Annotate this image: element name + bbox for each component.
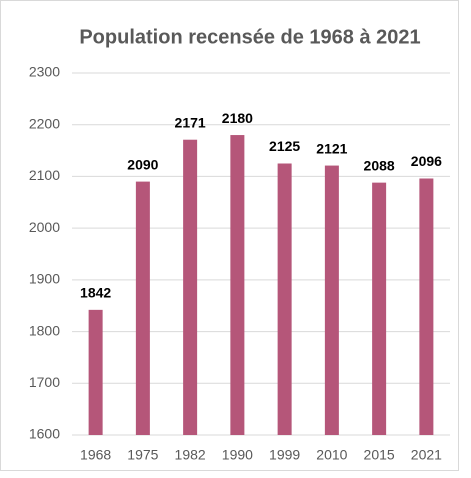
chart-title: Population recensée de 1968 à 2021 xyxy=(79,26,420,48)
bar xyxy=(230,135,245,436)
y-tick-label: 1600 xyxy=(29,426,60,442)
value-label: 2096 xyxy=(411,153,442,169)
y-tick-label: 1900 xyxy=(29,271,60,287)
bar xyxy=(183,139,198,435)
x-tick-label: 2010 xyxy=(316,447,347,463)
x-tick-label: 1990 xyxy=(222,447,253,463)
x-tick-label: 1968 xyxy=(80,447,111,463)
value-label: 2171 xyxy=(175,114,206,130)
y-tick-label: 2300 xyxy=(29,64,60,80)
bar xyxy=(419,178,434,436)
x-tick-label: 2021 xyxy=(411,447,442,463)
y-tick-label: 1700 xyxy=(29,374,60,390)
x-tick-label: 1982 xyxy=(175,447,206,463)
bar xyxy=(135,181,150,435)
value-label: 2180 xyxy=(222,110,253,126)
value-label: 2090 xyxy=(127,156,158,172)
value-label: 2088 xyxy=(364,157,395,173)
x-tick-label: 1975 xyxy=(127,447,158,463)
x-tick-label: 2015 xyxy=(364,447,395,463)
bar xyxy=(372,182,387,435)
chart-border xyxy=(0,0,459,471)
value-label: 1842 xyxy=(80,285,111,301)
bar xyxy=(324,165,339,435)
bar xyxy=(277,163,292,435)
x-tick-label: 1999 xyxy=(269,447,300,463)
value-label: 2121 xyxy=(316,140,347,156)
bar xyxy=(88,309,103,435)
value-label: 2125 xyxy=(269,138,300,154)
y-tick-label: 2200 xyxy=(29,115,60,131)
y-tick-label: 2100 xyxy=(29,167,60,183)
y-tick-label: 1800 xyxy=(29,322,60,338)
y-tick-label: 2000 xyxy=(29,219,60,235)
